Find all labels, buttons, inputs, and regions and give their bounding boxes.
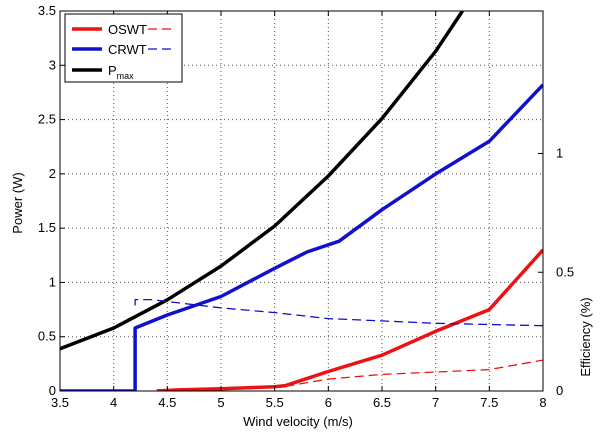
y-left-tick-label: 3.5 [38,3,56,18]
x-tick-label: 7 [432,395,439,410]
y-left-tick-label: 1.5 [38,220,56,235]
y-left-tick-label: 2.5 [38,112,56,127]
ticks: 3.5 4 4.5 5 5.5 6 6.5 7 7.5 800.511.522.533.500.5… [38,3,574,410]
series-layer [60,11,543,391]
y-right-tick-label: 0 [556,383,563,398]
x-tick-label: 7.5 [480,395,498,410]
series-crwt-line [60,83,543,391]
legend-label-subscript: max [117,71,135,81]
series-oswt-line [156,248,543,391]
x-tick-label: 6 [325,395,332,410]
x-tick-label: 4.5 [158,395,176,410]
y-right-tick-label: 1 [556,146,563,161]
legend-label: OSWT [108,22,147,37]
x-tick-label: 6.5 [373,395,391,410]
x-tick-label: 5.5 [266,395,284,410]
y-left-tick-label: 3 [49,57,56,72]
y-left-tick-label: 0 [49,383,56,398]
y-axis-left-label: Power (W) [10,172,25,233]
y-left-tick-label: 0.5 [38,329,56,344]
x-tick-label: 8 [539,395,546,410]
legend-label: CRWT [108,42,147,57]
x-tick-label: 4 [110,395,117,410]
x-tick-label: 3.5 [51,395,69,410]
y-left-tick-label: 1 [49,274,56,289]
y-axis-right-label: Efficiency (%) [578,297,593,376]
series-oswt-efficiency-line [285,359,543,387]
plot-frame [59,10,544,392]
y-left-tick-label: 2 [49,166,56,181]
x-axis-label: Wind velocity (m/s) [243,414,353,429]
series-crwt-efficiency-line [134,298,543,327]
series-pmax-line [60,11,464,351]
x-tick-label: 5 [217,395,224,410]
y-right-tick-label: 0.5 [556,264,574,279]
